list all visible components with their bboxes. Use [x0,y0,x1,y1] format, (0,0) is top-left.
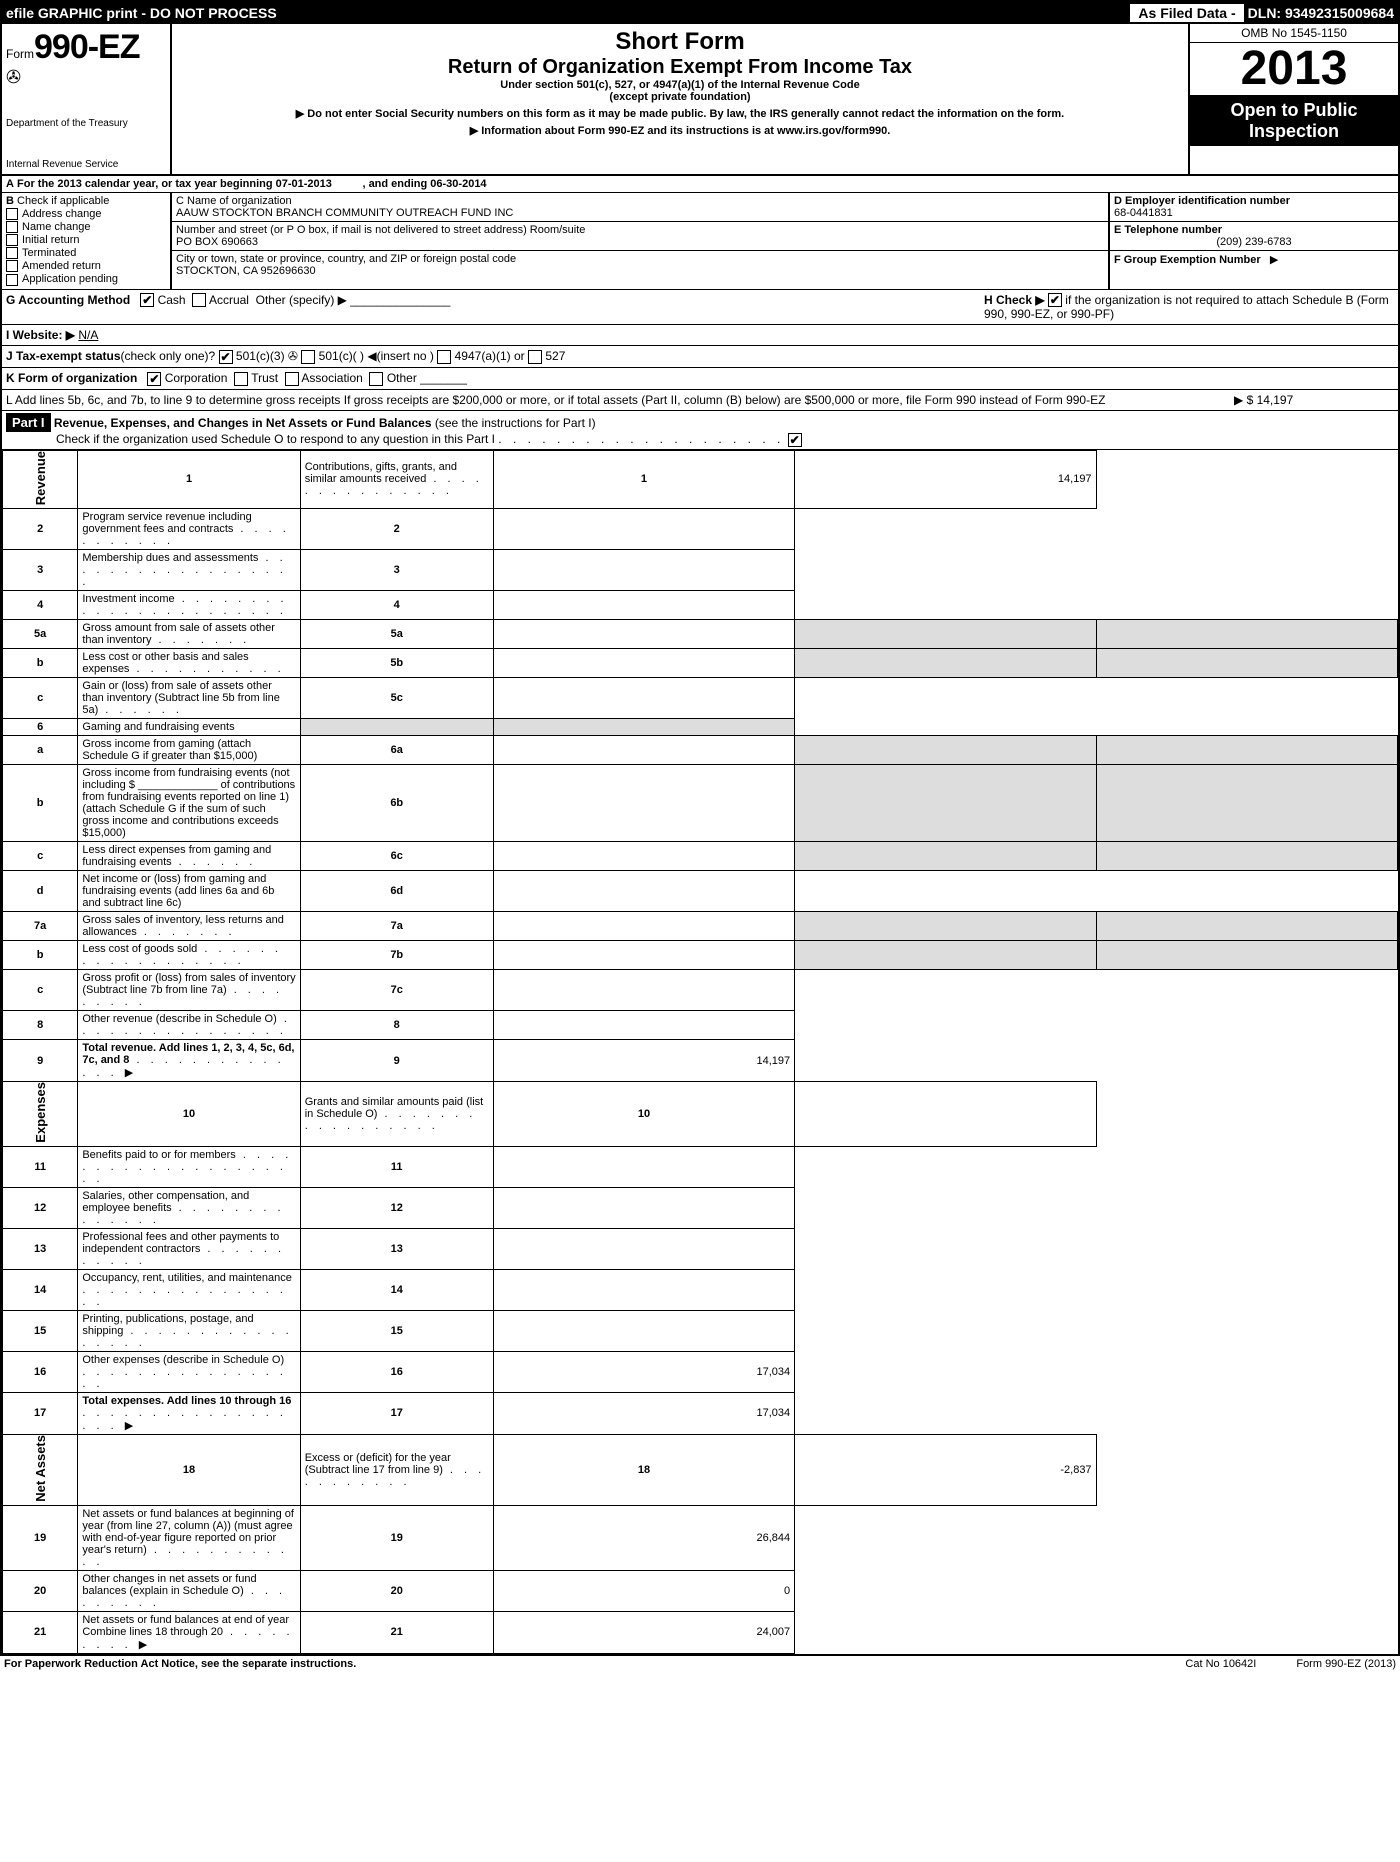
efile-header: efile GRAPHIC print - DO NOT PROCESS As … [2,2,1398,24]
checkbox-trust[interactable] [234,372,248,386]
line-l-gross: L Add lines 5b, 6c, and 7b, to line 9 to… [2,390,1398,411]
title-return: Return of Organization Exempt From Incom… [180,56,1180,79]
open-public: Open to Public Inspection [1190,96,1398,146]
omb-number: OMB No 1545-1150 [1190,24,1398,43]
year-block: OMB No 1545-1150 2013 Open to Public Ins… [1188,24,1398,174]
subtitle-except: (except private foundation) [180,91,1180,103]
checkbox-name-change[interactable] [6,221,18,233]
checkbox-pending[interactable] [6,274,18,286]
footer-paperwork: For Paperwork Reduction Act Notice, see … [4,1658,1145,1670]
part-1-header: Part I Revenue, Expenses, and Changes in… [2,411,1398,450]
subtitle-section: Under section 501(c), 527, or 4947(a)(1)… [180,79,1180,91]
city-label: City or town, state or province, country… [176,253,1104,265]
checkbox-cash[interactable]: ✔ [140,293,154,307]
checkbox-assoc[interactable] [285,372,299,386]
checkbox-527[interactable] [528,350,542,364]
group-exemption-label: F Group Exemption Number [1114,254,1261,266]
dept-treasury: Department of the Treasury [6,118,166,129]
checkbox-amended[interactable] [6,260,18,272]
street-label: Number and street (or P O box, if mail i… [176,224,1104,236]
row-a-tax-year: A For the 2013 calendar year, or tax yea… [2,176,1398,193]
checkbox-501c[interactable] [301,350,315,364]
checkbox-initial-return[interactable] [6,234,18,246]
dept-irs: Internal Revenue Service [6,159,166,170]
line-j-tax-status: J Tax-exempt status(check only one)? ✔ 5… [2,346,1398,368]
form-id-block: Form990-EZ ✇ Department of the Treasury … [2,24,172,174]
footer-form: Form 990-EZ (2013) [1296,1658,1396,1670]
top-section: Form990-EZ ✇ Department of the Treasury … [2,24,1398,176]
phone-value: (209) 239-6783 [1114,236,1394,248]
checkbox-other-org[interactable] [369,372,383,386]
title-block: Short Form Return of Organization Exempt… [172,24,1188,174]
tax-year: 2013 [1190,43,1398,96]
table-row: Revenue 1 Contributions, gifts, grants, … [3,450,1398,508]
line-k-org-form: K Form of organization ✔ Corporation Tru… [2,368,1398,390]
checkbox-address-change[interactable] [6,208,18,220]
street-value: PO BOX 690663 [176,236,1104,248]
website-value: N/A [78,328,98,342]
efile-left: efile GRAPHIC print - DO NOT PROCESS [6,5,1126,21]
checkbox-terminated[interactable] [6,247,18,259]
form-number: 990-EZ [34,28,140,66]
checkbox-schedule-b[interactable]: ✔ [1048,293,1062,307]
checkbox-accrual[interactable] [192,293,206,307]
footer: For Paperwork Reduction Act Notice, see … [0,1656,1400,1672]
col-b-checkboxes: B Check if applicable Address change Nam… [2,193,172,289]
org-name-label: C Name of organization [176,195,1104,207]
checkbox-schedule-o[interactable]: ✔ [788,433,802,447]
org-name: AAUW STOCKTON BRANCH COMMUNITY OUTREACH … [176,207,1104,219]
checkbox-501c3[interactable]: ✔ [219,350,233,364]
part1-table: Revenue 1 Contributions, gifts, grants, … [2,450,1398,1654]
note-info: ▶ Information about Form 990-EZ and its … [180,124,1180,137]
form-container: efile GRAPHIC print - DO NOT PROCESS As … [0,0,1400,1656]
form-prefix: Form [6,47,34,61]
ein-value: 68-0441831 [1114,207,1394,219]
efile-mid: As Filed Data - [1130,4,1243,22]
checkbox-4947[interactable] [437,350,451,364]
title-short-form: Short Form [180,28,1180,56]
line-g-h: G Accounting Method ✔ Cash Accrual Other… [2,290,1398,326]
line-i-website: I Website: ▶ N/A [2,325,1398,346]
efile-dln: DLN: 93492315009684 [1248,5,1394,21]
city-value: STOCKTON, CA 952696630 [176,265,1104,277]
phone-label: E Telephone number [1114,224,1222,236]
col-c-org-info: C Name of organization AAUW STOCKTON BRA… [172,193,1108,289]
col-def: D Employer identification number 68-0441… [1108,193,1398,289]
section-bcdef: B Check if applicable Address change Nam… [2,193,1398,290]
note-ssn: ▶ Do not enter Social Security numbers o… [180,107,1180,120]
checkbox-corp[interactable]: ✔ [147,372,161,386]
footer-cat: Cat No 10642I [1185,1658,1256,1670]
ein-label: D Employer identification number [1114,195,1290,207]
gross-receipts-value: ▶ $ 14,197 [1234,393,1394,407]
